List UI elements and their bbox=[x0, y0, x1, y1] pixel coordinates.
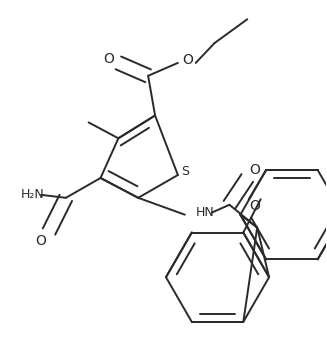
Text: H₂N: H₂N bbox=[21, 188, 45, 201]
Text: S: S bbox=[181, 164, 189, 177]
Text: O: O bbox=[103, 52, 114, 66]
Text: O: O bbox=[249, 163, 260, 177]
Text: O: O bbox=[249, 199, 260, 213]
Text: HN: HN bbox=[196, 206, 215, 219]
Text: O: O bbox=[182, 53, 193, 67]
Text: O: O bbox=[36, 234, 46, 249]
